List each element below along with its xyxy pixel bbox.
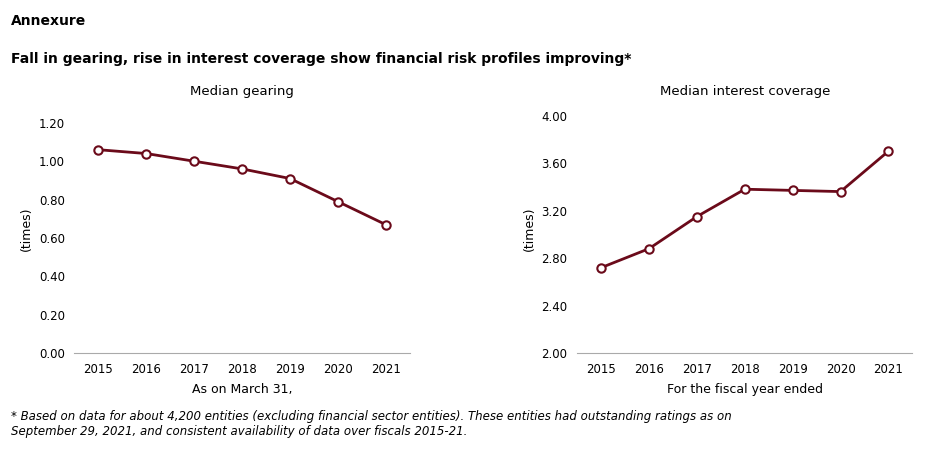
Title: Median interest coverage: Median interest coverage bbox=[659, 85, 830, 98]
Y-axis label: (times): (times) bbox=[523, 206, 536, 251]
X-axis label: For the fiscal year ended: For the fiscal year ended bbox=[667, 383, 823, 396]
Title: Median gearing: Median gearing bbox=[190, 85, 294, 98]
Text: Fall in gearing, rise in interest coverage show financial risk profiles improvin: Fall in gearing, rise in interest covera… bbox=[11, 52, 631, 66]
Text: * Based on data for about 4,200 entities (excluding financial sector entities). : * Based on data for about 4,200 entities… bbox=[11, 410, 732, 438]
Y-axis label: (times): (times) bbox=[20, 206, 34, 251]
X-axis label: As on March 31,: As on March 31, bbox=[192, 383, 292, 396]
Text: Annexure: Annexure bbox=[11, 14, 87, 28]
